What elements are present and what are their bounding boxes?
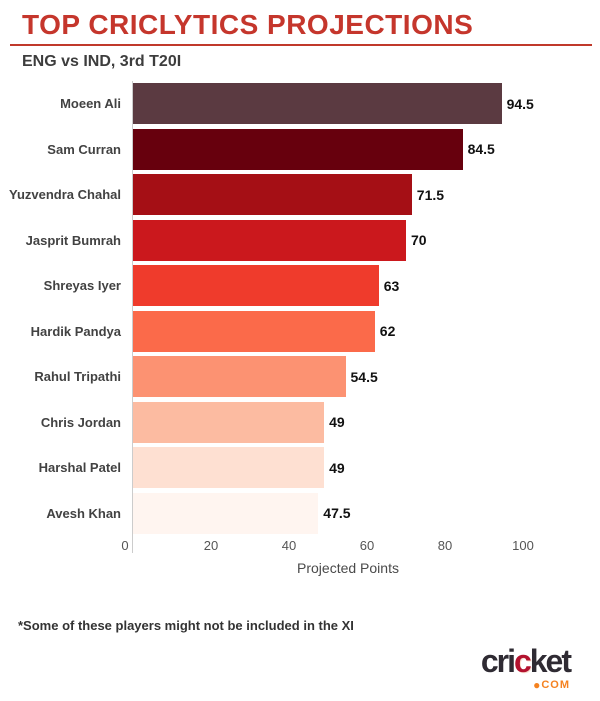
bar-row: Avesh Khan 47.5 [0, 492, 600, 534]
bar [133, 447, 325, 488]
player-label: Rahul Tripathi [34, 369, 121, 384]
logo-ball-c-icon: c [513, 643, 532, 679]
player-label: Chris Jordan [40, 414, 121, 430]
bar [133, 219, 406, 261]
value-label: 49 [329, 459, 345, 476]
value-label: 54.5 [350, 368, 378, 385]
value-label: 63 [383, 277, 400, 294]
bar-chart: Moeen Ali 94.5 Sam Curran 84.5 Yuzvendra… [0, 81, 600, 576]
bar [133, 356, 346, 397]
x-tick: 100 [512, 538, 534, 553]
bar-row: Hardik Pandya 62 [0, 310, 600, 352]
match-subtitle: ENG vs IND, 3rd T20I [22, 53, 182, 70]
x-tick: 40 [281, 538, 297, 553]
x-axis-title: Projected Points [297, 560, 399, 576]
bar [133, 310, 375, 352]
orange-dot-icon: ● [533, 678, 542, 692]
value-label: 49 [329, 414, 345, 430]
logo-tld-text: COM [541, 679, 570, 691]
bar [133, 83, 502, 124]
title-divider [10, 44, 592, 46]
cricket-com-logo: cricket ●COM [480, 643, 572, 691]
logo-wordmark: cricket [480, 643, 572, 679]
bar-row: Shreyas Iyer 63 [0, 265, 600, 306]
value-label: 70 [411, 232, 427, 248]
player-label: Harshal Patel [38, 460, 121, 475]
bar-row: Moeen Ali 94.5 [0, 83, 600, 124]
logo-text-pre: cri [480, 643, 516, 679]
logo-tld: ●COM [481, 679, 570, 691]
x-tick: 0 [121, 538, 129, 553]
x-tick: 60 [359, 538, 375, 553]
value-label: 94.5 [506, 95, 534, 112]
bar-row: Sam Curran 84.5 [0, 128, 600, 170]
bar [133, 174, 412, 215]
player-label: Shreyas Iyer [43, 278, 121, 293]
player-label: Jasprit Bumrah [25, 232, 121, 248]
bar-row: Jasprit Bumrah 70 [0, 219, 600, 261]
bar [133, 401, 325, 443]
player-label: Yuzvendra Chahal [9, 187, 121, 202]
value-label: 62 [379, 323, 396, 339]
page-title: TOP CRICLYTICS PROJECTIONS [22, 9, 474, 40]
player-label: Avesh Khan [46, 505, 121, 521]
value-label: 84.5 [467, 141, 495, 157]
bar-row: Chris Jordan 49 [0, 401, 600, 443]
value-label: 47.5 [323, 505, 351, 521]
logo-text-post: ket [529, 643, 572, 679]
bar-row: Harshal Patel 49 [0, 447, 600, 488]
bar [133, 265, 379, 306]
bar-row: Rahul Tripathi 54.5 [0, 356, 600, 397]
player-label: Sam Curran [47, 141, 121, 157]
value-label: 71.5 [416, 186, 445, 203]
bar-row: Yuzvendra Chahal 71.5 [0, 174, 600, 215]
y-axis-line [132, 81, 133, 553]
bar [133, 128, 463, 170]
player-label: Moeen Ali [60, 96, 121, 111]
x-axis: 0 20 40 60 80 100 [0, 538, 600, 554]
x-tick: 20 [203, 538, 219, 553]
x-tick: 80 [437, 538, 453, 553]
disclaimer-note: *Some of these players might not be incl… [18, 618, 354, 633]
bar [133, 492, 319, 534]
player-label: Hardik Pandya [30, 323, 121, 339]
